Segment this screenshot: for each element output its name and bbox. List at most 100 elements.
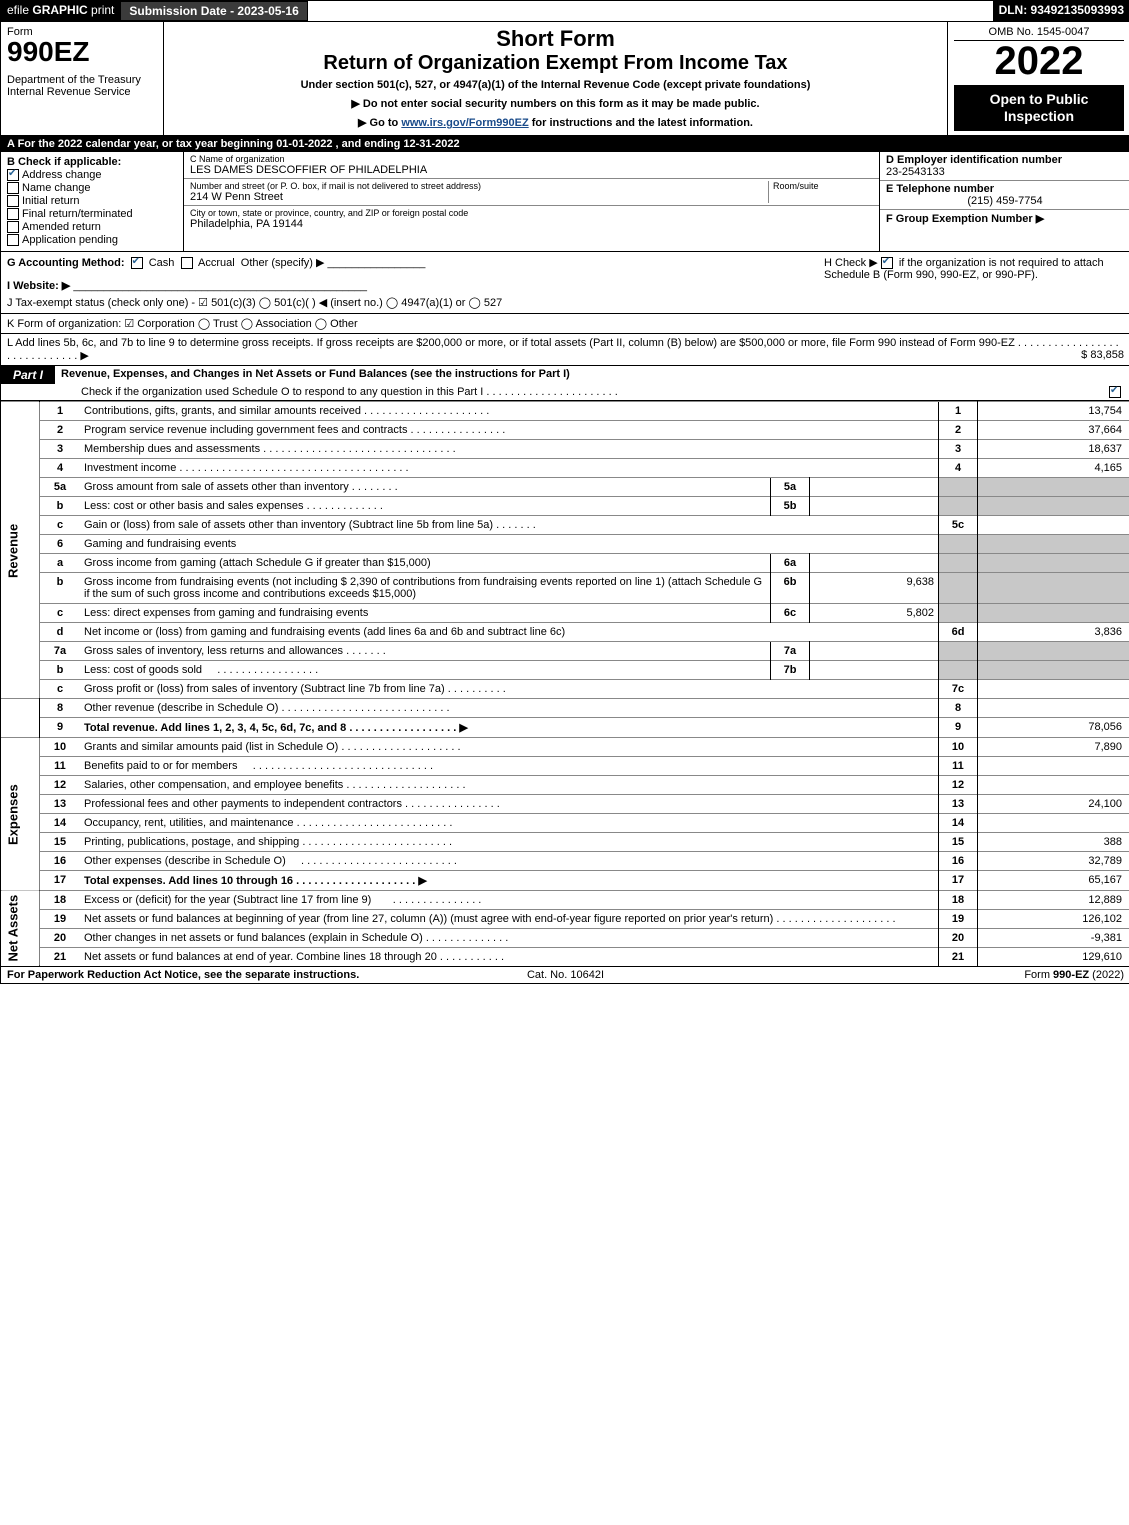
side-revenue: Revenue: [1, 402, 40, 699]
line-rlab: 14: [939, 814, 978, 833]
line-num: c: [40, 516, 81, 535]
line-desc: Contributions, gifts, grants, and simila…: [84, 405, 361, 417]
part-check-text: Check if the organization used Schedule …: [81, 386, 1109, 398]
line-val: [978, 554, 1129, 573]
chk-app-pending[interactable]: Application pending: [7, 234, 177, 246]
checkbox-icon: [7, 234, 19, 246]
lines-table: Revenue 1 Contributions, gifts, grants, …: [1, 401, 1129, 966]
sub-lab: 6b: [771, 573, 810, 604]
line-num: 9: [40, 718, 81, 738]
line-val: 18,637: [978, 440, 1129, 459]
line-rlab: [939, 478, 978, 497]
table-row: 5a Gross amount from sale of assets othe…: [1, 478, 1129, 497]
line-val: [978, 478, 1129, 497]
part-tag: Part I: [1, 366, 55, 384]
chk-address-change[interactable]: Address change: [7, 169, 177, 181]
line-num: 15: [40, 833, 81, 852]
line-val: 65,167: [978, 871, 1129, 891]
c-city-lab: City or town, state or province, country…: [190, 208, 873, 218]
checkbox-icon: [7, 221, 19, 233]
line-desc: Investment income: [84, 462, 176, 474]
table-row: c Gain or (loss) from sale of assets oth…: [1, 516, 1129, 535]
sub-lab: 7a: [771, 642, 810, 661]
line-val: [978, 776, 1129, 795]
footer-right: Form 990-EZ (2022): [752, 969, 1124, 981]
efile-prefix: efile: [7, 3, 32, 17]
side-blank: [1, 699, 40, 738]
line-val: [978, 699, 1129, 718]
line-desc: Gross profit or (loss) from sales of inv…: [84, 683, 445, 695]
chk-final-return[interactable]: Final return/terminated: [7, 208, 177, 220]
l-text: L Add lines 5b, 6c, and 7b to line 9 to …: [7, 337, 1119, 362]
line-val: [978, 535, 1129, 554]
line-rlab: 20: [939, 929, 978, 948]
line-desc: Less: cost of goods sold: [84, 664, 202, 676]
c-street-lab: Number and street (or P. O. box, if mail…: [190, 181, 768, 191]
line-val: 13,754: [978, 402, 1129, 421]
line-desc: Salaries, other compensation, and employ…: [84, 779, 343, 791]
line-desc: Less: direct expenses from gaming and fu…: [80, 604, 771, 623]
line-rlab: 16: [939, 852, 978, 871]
d-val: 23-2543133: [886, 166, 945, 178]
section-b: B Check if applicable: Address change Na…: [1, 152, 184, 252]
g-accrual-check[interactable]: [181, 257, 193, 269]
i-blank: ________________________________________…: [73, 280, 367, 292]
line-val: 388: [978, 833, 1129, 852]
table-row: 19 Net assets or fund balances at beginn…: [1, 910, 1129, 929]
line-num: 14: [40, 814, 81, 833]
line-rlab: 12: [939, 776, 978, 795]
line-desc: Benefits paid to or for members: [84, 760, 237, 772]
table-row: 15 Printing, publications, postage, and …: [1, 833, 1129, 852]
chk-amended[interactable]: Amended return: [7, 221, 177, 233]
table-row: Expenses 10 Grants and similar amounts p…: [1, 738, 1129, 757]
line-val: [978, 661, 1129, 680]
sub-val: [810, 554, 939, 573]
table-row: d Net income or (loss) from gaming and f…: [1, 623, 1129, 642]
line-val: 3,836: [978, 623, 1129, 642]
submission-date: Submission Date - 2023-05-16: [120, 1, 307, 21]
line-rlab: 11: [939, 757, 978, 776]
open-inspection: Open to Public Inspection: [954, 85, 1124, 131]
line-rlab: [939, 604, 978, 623]
f-lab: F Group Exemption Number ▶: [886, 213, 1044, 225]
line-val: [978, 814, 1129, 833]
line-num: 6: [40, 535, 81, 554]
line-rlab: 13: [939, 795, 978, 814]
c-name-lab: C Name of organization: [190, 154, 873, 164]
line-desc: Occupancy, rent, utilities, and maintena…: [84, 817, 294, 829]
side-netassets: Net Assets: [1, 891, 40, 967]
line-num: 11: [40, 757, 81, 776]
table-row: 20 Other changes in net assets or fund b…: [1, 929, 1129, 948]
line-desc: Other revenue (describe in Schedule O): [84, 702, 278, 714]
sub-val: [810, 661, 939, 680]
table-row: b Less: cost of goods sold . . . . . . .…: [1, 661, 1129, 680]
line-val: 4,165: [978, 459, 1129, 478]
short-form: Short Form: [170, 26, 941, 52]
chk-initial-return[interactable]: Initial return: [7, 195, 177, 207]
line-num: 10: [40, 738, 81, 757]
checkbox-icon: [7, 208, 19, 220]
part-check[interactable]: [1109, 386, 1121, 398]
g-cash-check[interactable]: [131, 257, 143, 269]
spacer: [308, 1, 993, 21]
table-row: b Less: cost or other basis and sales ex…: [1, 497, 1129, 516]
line-desc: Gross income from gaming (attach Schedul…: [80, 554, 771, 573]
line-num: 4: [40, 459, 81, 478]
line-desc: Total expenses. Add lines 10 through 16 …: [84, 875, 427, 887]
line-val: 37,664: [978, 421, 1129, 440]
chk-label: Address change: [22, 169, 102, 181]
irs-link[interactable]: www.irs.gov/Form990EZ: [401, 117, 528, 129]
efile-print[interactable]: efile GRAPHIC print: [1, 1, 120, 21]
sub-val: 5,802: [810, 604, 939, 623]
b-title: B Check if applicable:: [7, 156, 121, 168]
h-check[interactable]: [881, 257, 893, 269]
line-desc: Professional fees and other payments to …: [84, 798, 402, 810]
line-desc: Net assets or fund balances at beginning…: [84, 913, 773, 925]
line-val: [978, 642, 1129, 661]
line-desc: Gain or (loss) from sale of assets other…: [84, 519, 493, 531]
line-num: 12: [40, 776, 81, 795]
side-expenses: Expenses: [1, 738, 40, 891]
chk-name-change[interactable]: Name change: [7, 182, 177, 194]
line-rlab: 21: [939, 948, 978, 967]
line-num: c: [40, 680, 81, 699]
